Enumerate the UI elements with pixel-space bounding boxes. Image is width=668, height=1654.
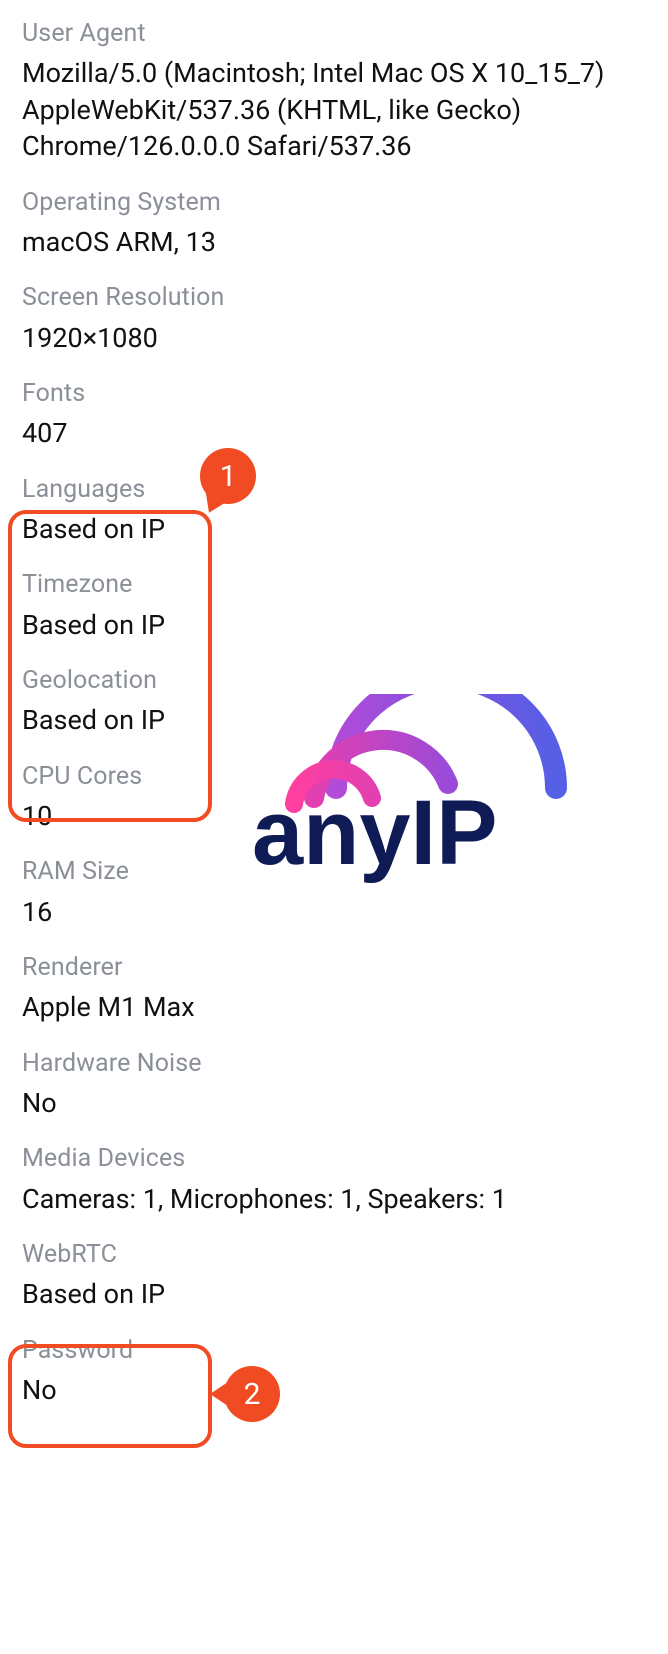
value-ram: 16 — [22, 894, 648, 930]
field-languages: Languages Based on IP — [22, 474, 648, 548]
label-fonts: Fonts — [22, 378, 648, 409]
field-password: Password No — [22, 1335, 648, 1409]
value-os: macOS ARM, 13 — [22, 224, 648, 260]
value-cpu: 10 — [22, 798, 648, 834]
value-renderer: Apple M1 Max — [22, 989, 648, 1025]
label-renderer: Renderer — [22, 952, 648, 983]
value-geolocation: Based on IP — [22, 702, 648, 738]
field-ram: RAM Size 16 — [22, 856, 648, 930]
field-cpu: CPU Cores 10 — [22, 761, 648, 835]
field-user-agent: User Agent Mozilla/5.0 (Macintosh; Intel… — [22, 18, 648, 165]
label-resolution: Screen Resolution — [22, 282, 648, 313]
label-media: Media Devices — [22, 1143, 648, 1174]
field-noise: Hardware Noise No — [22, 1048, 648, 1122]
value-media: Cameras: 1, Microphones: 1, Speakers: 1 — [22, 1181, 648, 1217]
label-password: Password — [22, 1335, 648, 1366]
field-timezone: Timezone Based on IP — [22, 569, 648, 643]
label-user-agent: User Agent — [22, 18, 648, 49]
value-timezone: Based on IP — [22, 607, 648, 643]
fingerprint-panel: User Agent Mozilla/5.0 (Macintosh; Intel… — [0, 0, 668, 1449]
value-password: No — [22, 1372, 648, 1408]
value-fonts: 407 — [22, 415, 648, 451]
value-resolution: 1920×1080 — [22, 320, 648, 356]
field-renderer: Renderer Apple M1 Max — [22, 952, 648, 1026]
label-noise: Hardware Noise — [22, 1048, 648, 1079]
field-webrtc: WebRTC Based on IP — [22, 1239, 648, 1313]
label-os: Operating System — [22, 187, 648, 218]
label-timezone: Timezone — [22, 569, 648, 600]
label-cpu: CPU Cores — [22, 761, 648, 792]
label-geolocation: Geolocation — [22, 665, 648, 696]
field-fonts: Fonts 407 — [22, 378, 648, 452]
value-noise: No — [22, 1085, 648, 1121]
field-os: Operating System macOS ARM, 13 — [22, 187, 648, 261]
field-resolution: Screen Resolution 1920×1080 — [22, 282, 648, 356]
field-geolocation: Geolocation Based on IP — [22, 665, 648, 739]
label-ram: RAM Size — [22, 856, 648, 887]
value-languages: Based on IP — [22, 511, 648, 547]
value-user-agent: Mozilla/5.0 (Macintosh; Intel Mac OS X 1… — [22, 55, 648, 164]
label-languages: Languages — [22, 474, 648, 505]
label-webrtc: WebRTC — [22, 1239, 648, 1270]
value-webrtc: Based on IP — [22, 1276, 648, 1312]
field-media: Media Devices Cameras: 1, Microphones: 1… — [22, 1143, 648, 1217]
